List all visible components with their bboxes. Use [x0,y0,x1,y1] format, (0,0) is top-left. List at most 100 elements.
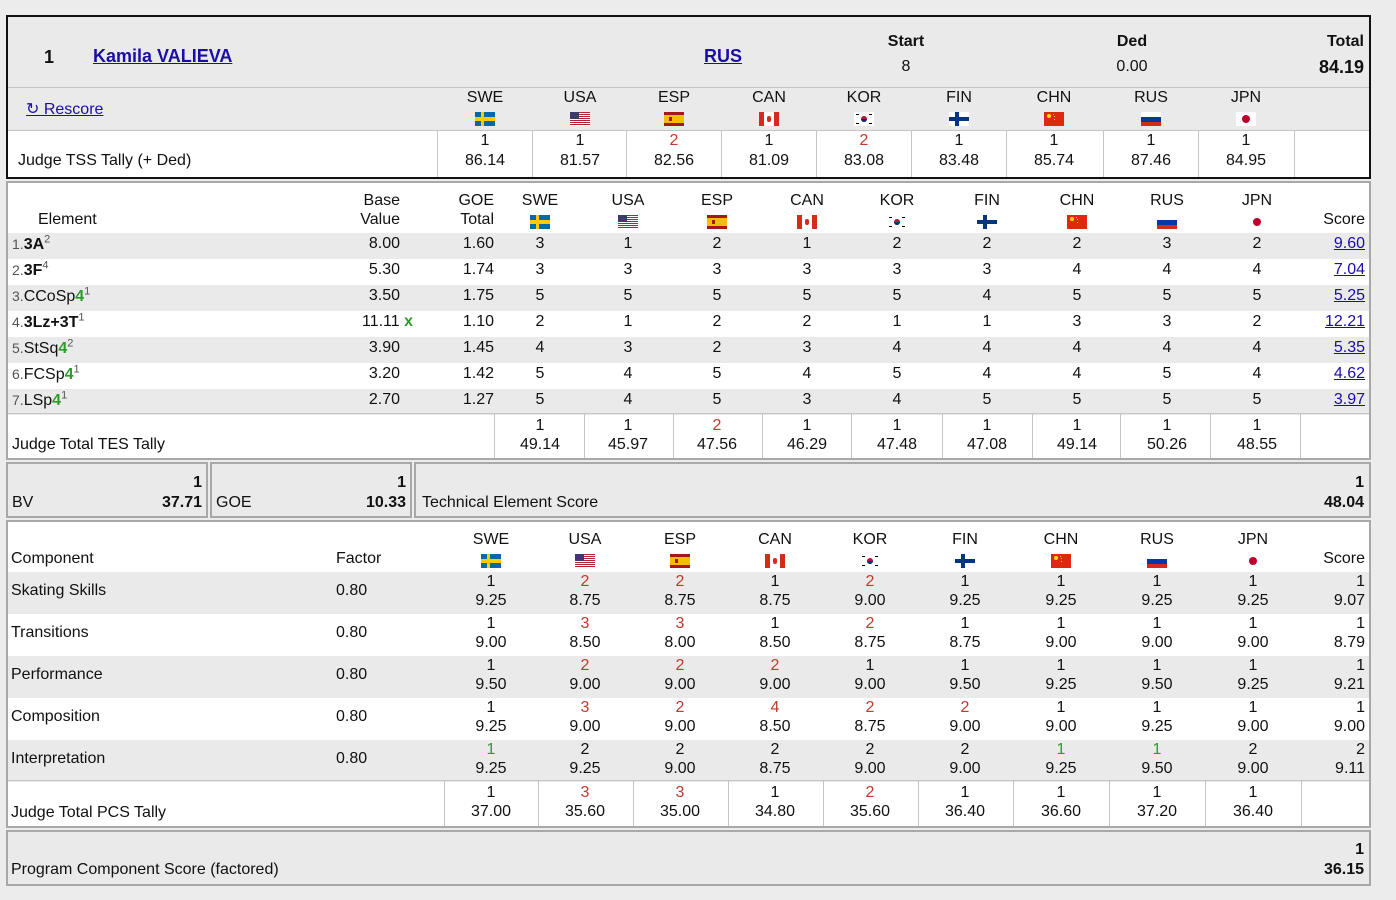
flag-esp-icon [707,213,727,231]
judge-component-rank: 2 [770,741,780,758]
element-code: 3A [23,236,45,253]
element-code: 3F [23,262,43,279]
flag-chn-icon [1051,552,1071,570]
ded-label: Ded [1116,33,1148,50]
judge-code-fin: FIN [974,192,1000,209]
column-divider [1210,414,1211,458]
element-name: 2.3F4 [12,260,48,280]
judge-code-swe: SWE [521,192,559,209]
judge-code-jpn: JPN [1230,89,1262,106]
judge-code-fin: FIN [946,89,972,106]
judge-component-mark: 9.25 [475,592,507,609]
judge-goe-mark: 5 [1072,287,1082,304]
element-name: 6.FCSp41 [12,363,80,384]
element-score-link[interactable]: 7.04 [1333,261,1365,278]
component-score: 8.79 [1333,634,1365,651]
flag-fin-icon [955,552,975,570]
column-divider [721,131,722,177]
row-stripe [8,740,1369,782]
column-divider [1301,781,1302,826]
base-value-number: 11.11 [361,313,400,330]
judge-component-mark: 8.75 [664,592,696,609]
component-name: Transitions [11,624,89,641]
judge-code-esp: ESP [657,89,690,106]
judge-goe-mark: 3 [802,391,812,408]
flag-jpn-icon [1247,213,1267,231]
goe-header-2: Total [460,211,494,228]
flag-rus-icon [1147,552,1167,570]
tes-rank: 1 [1072,417,1082,434]
judge-goe-mark: 5 [1162,287,1172,304]
element-name: 1.3A2 [12,234,50,254]
judge-goe-mark: 3 [1162,313,1172,330]
rescore-link[interactable]: ↻ Rescore [26,101,104,118]
judge-component-mark: 9.00 [1045,634,1077,651]
component-header: Component [11,550,94,567]
element-score-link[interactable]: 9.60 [1333,235,1365,252]
judge-goe-mark: 3 [1162,235,1172,252]
pcs-rank: 3 [580,784,590,801]
column-divider [1109,781,1110,826]
tes-value: 47.56 [696,436,738,453]
base-value-number: 3.90 [368,339,400,356]
component-score: 9.00 [1333,718,1365,735]
element-score-link[interactable]: 5.35 [1333,339,1365,356]
flag-swe-icon [481,552,501,570]
judge-goe-mark: 5 [712,391,722,408]
flag-can-icon [797,213,817,231]
judge-component-mark: 9.25 [1141,592,1173,609]
judge-component-mark: 8.50 [759,634,791,651]
element-score-link[interactable]: 12.21 [1324,313,1365,330]
element-number: 2. [12,262,24,278]
goe-value: 10.33 [365,494,406,511]
tss-rank: 1 [954,132,964,149]
skater-name-link[interactable]: Kamila VALIEVA [93,46,233,66]
flag-usa-icon [575,552,595,570]
flag-chn-icon [1044,110,1064,128]
judge-goe-mark: 4 [1072,261,1082,278]
judge-component-mark: 9.00 [1141,634,1173,651]
judge-goe-mark: 2 [1072,235,1082,252]
judge-goe-mark: 3 [712,261,722,278]
element-score-link[interactable]: 5.25 [1333,287,1365,304]
judge-code-usa: USA [568,531,602,548]
judge-component-mark: 9.25 [1237,676,1269,693]
judge-component-mark: 9.00 [949,718,981,735]
element-score-link[interactable]: 3.97 [1333,391,1365,408]
judge-component-rank: 1 [486,573,496,590]
components-table-box: Component Factor Score SWE USA ESP CAN KOR FI… [6,520,1371,828]
nation-link[interactable]: RUS [704,46,743,66]
pcs-value: 36.60 [1040,803,1082,820]
pcs-value: 36.40 [1232,803,1274,820]
flag-esp-icon [664,110,684,128]
judge-code-kor: KOR [852,531,888,548]
element-call-superscript: 1 [73,363,80,376]
judge-component-rank: 1 [1056,615,1066,632]
judge-component-rank: 1 [1056,741,1066,758]
tes-value: 47.48 [876,436,918,453]
judge-component-rank: 2 [675,657,685,674]
tss-value: 81.09 [748,152,790,169]
judge-component-rank: 1 [770,573,780,590]
judge-code-usa: USA [563,89,597,106]
pcs-value: 34.80 [754,803,796,820]
column-divider [494,414,495,458]
tss-value: 81.57 [559,152,601,169]
base-value-number: 3.20 [368,365,400,382]
judge-code-can: CAN [790,192,824,209]
element-score-link[interactable]: 4.62 [1333,365,1365,382]
component-factor: 0.80 [336,750,368,767]
elements-table-box: Element Base Value GOE Total Score SWE US… [6,181,1371,460]
tes-rank: 1 [1252,417,1262,434]
element-name: 5.StSq42 [12,337,74,358]
judge-component-rank: 1 [1056,573,1066,590]
element-base-value: 5.30 [328,261,400,279]
judge-component-mark: 8.50 [569,634,601,651]
element-call-superscript: 2 [67,337,74,350]
tes-value: 50.26 [1146,436,1188,453]
component-name: Skating Skills [11,582,107,599]
bv-box: 1 BV 37.71 [6,462,208,518]
judge-component-rank: 2 [865,741,875,758]
tss-value: 85.74 [1033,152,1075,169]
tss-rank: 1 [1049,132,1059,149]
